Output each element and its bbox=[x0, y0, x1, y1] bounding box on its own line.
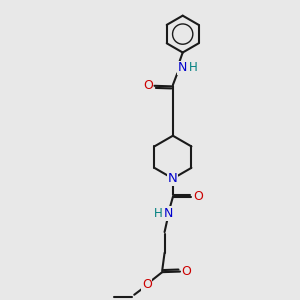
Text: N: N bbox=[164, 207, 173, 220]
Text: N: N bbox=[178, 61, 188, 74]
Text: O: O bbox=[182, 265, 191, 278]
Text: O: O bbox=[193, 190, 203, 203]
Text: O: O bbox=[142, 278, 152, 290]
Text: H: H bbox=[188, 61, 197, 74]
Text: N: N bbox=[168, 172, 178, 185]
Text: O: O bbox=[143, 79, 153, 92]
Text: H: H bbox=[154, 207, 162, 220]
